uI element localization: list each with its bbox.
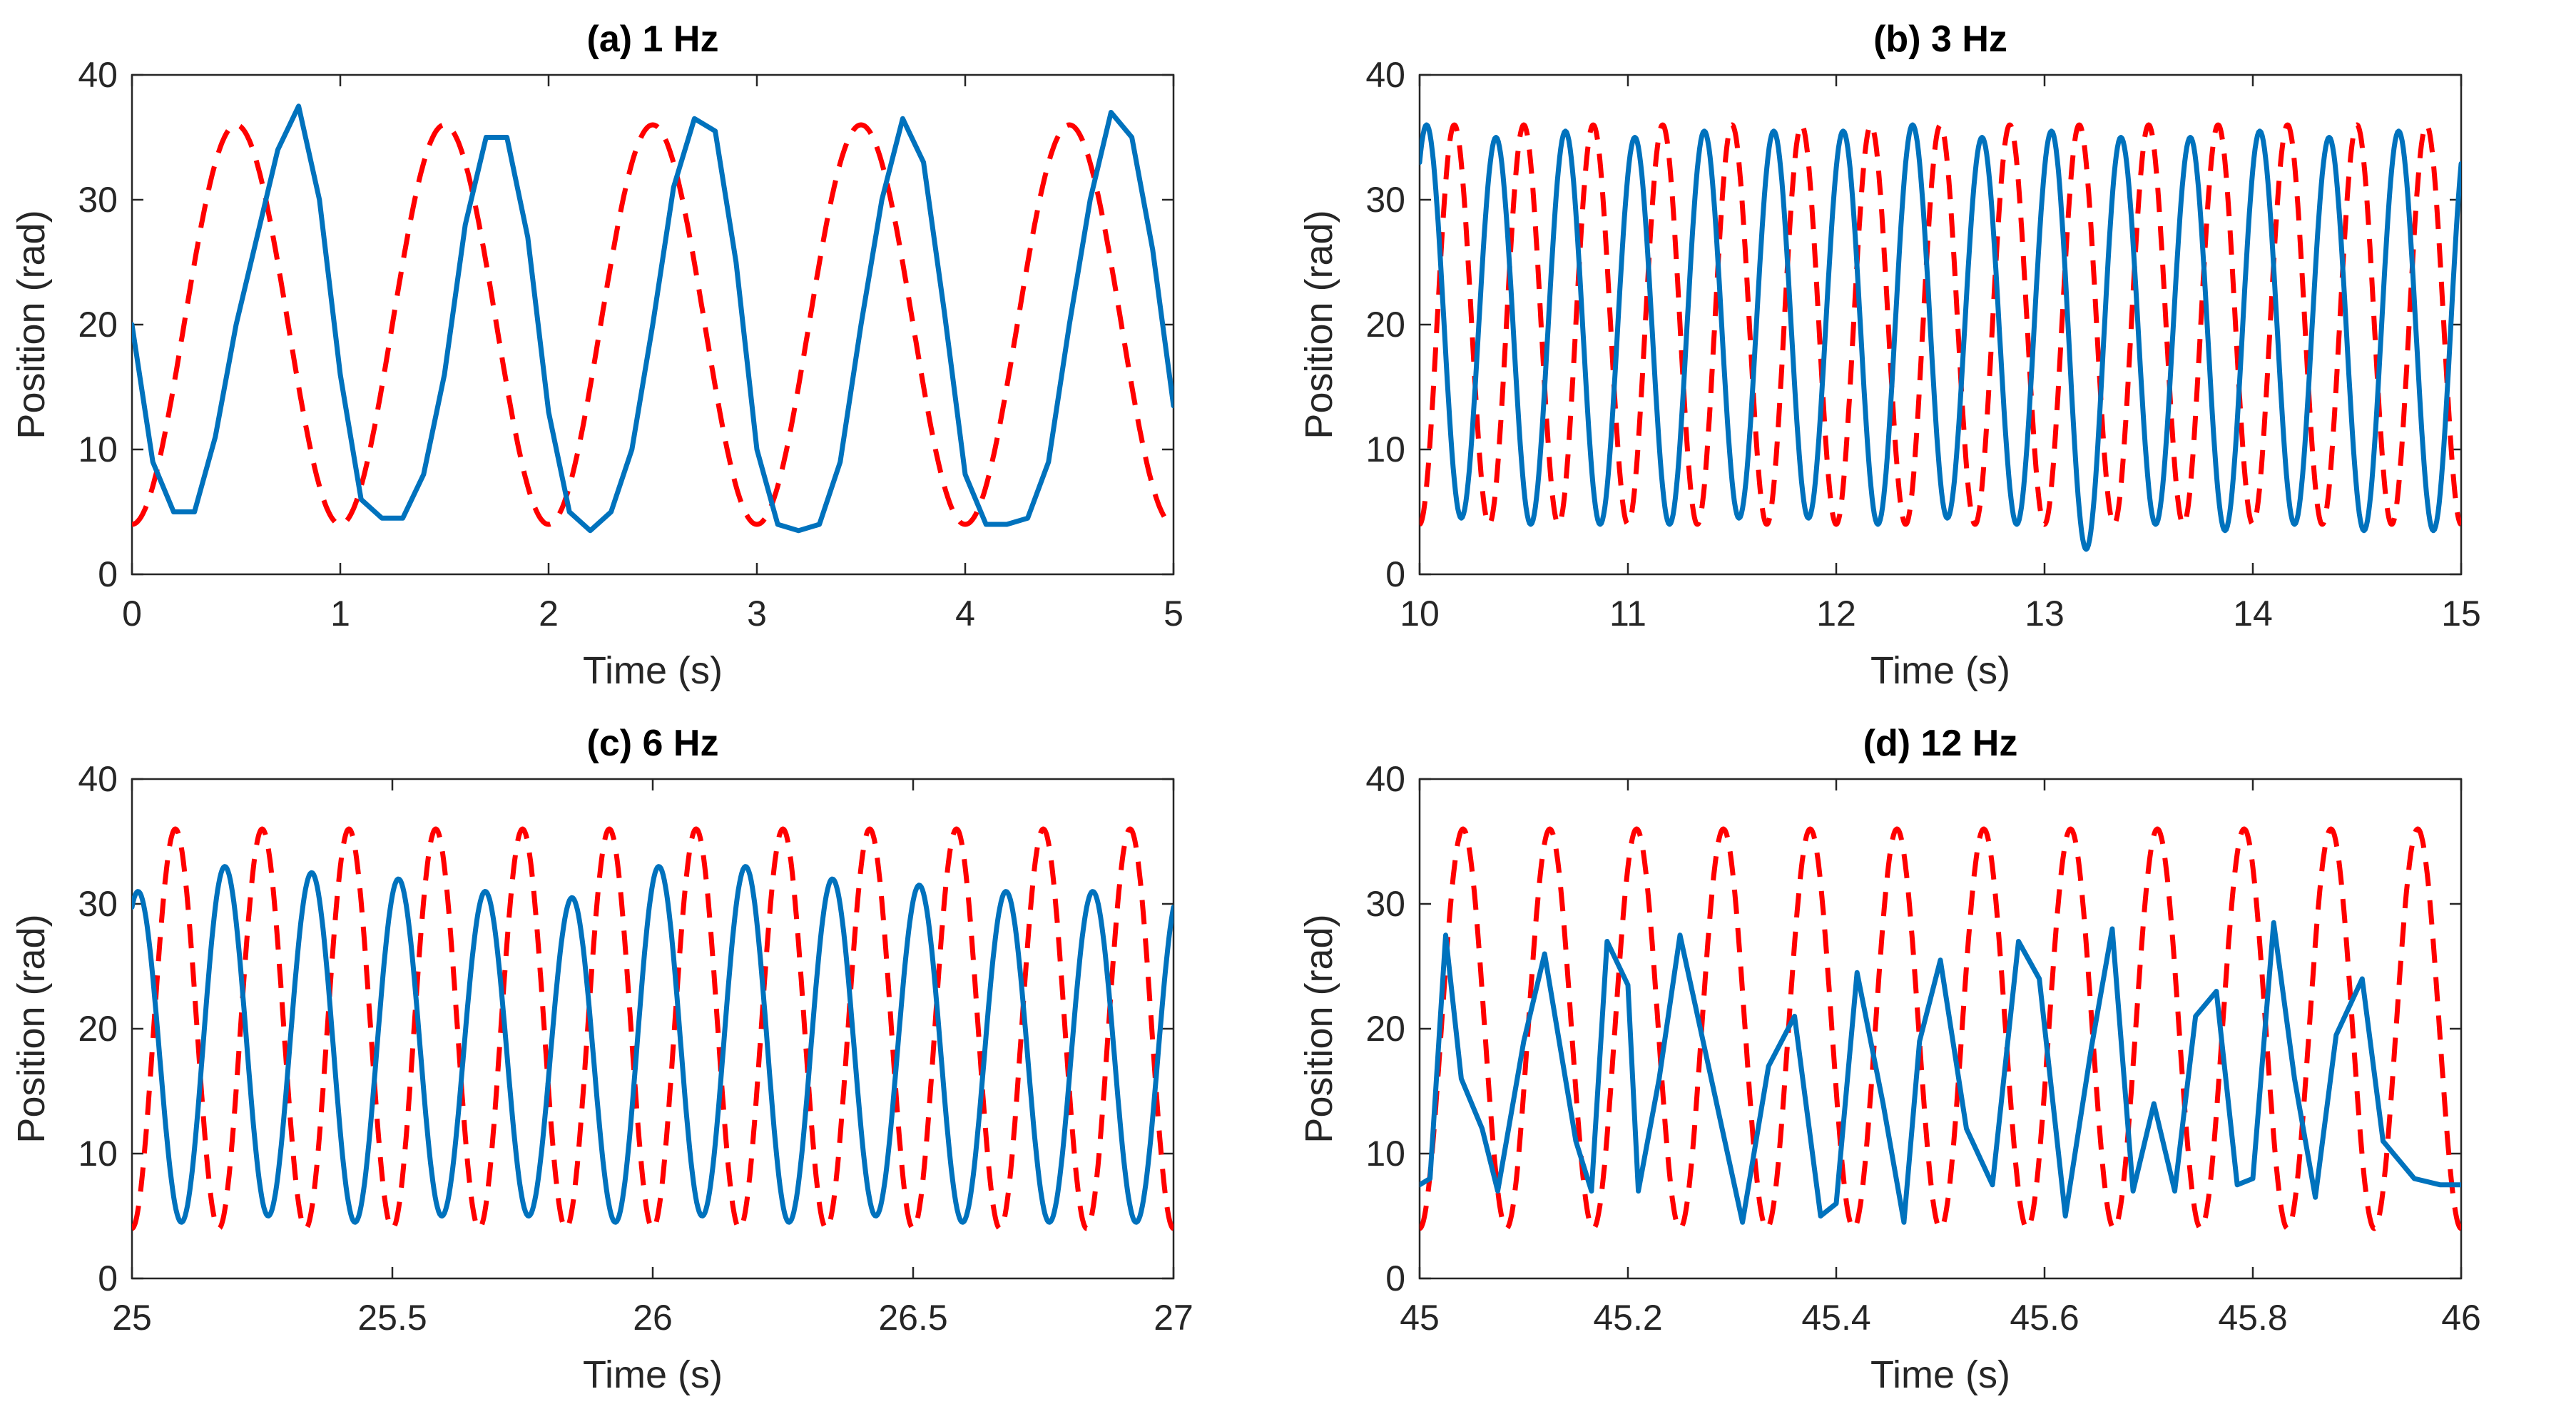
x-tick-label: 10 [1400, 594, 1440, 634]
chart-title-d: (d) 12 Hz [1863, 723, 2018, 764]
measured-line-b [1420, 122, 2461, 552]
y-tick-label: 10 [78, 429, 118, 469]
reference-line-b [1420, 122, 2461, 527]
y-tick-label: 30 [1365, 180, 1405, 220]
x-tick-label: 45.8 [2218, 1298, 2287, 1338]
x-tick-label: 5 [1164, 594, 1183, 634]
y-tick-label: 0 [1385, 1258, 1405, 1298]
series-group-d [1420, 826, 2461, 1231]
x-axis-label: Time (s) [1870, 649, 2010, 692]
y-tick-label: 40 [78, 55, 118, 95]
y-tick-label: 20 [1365, 1009, 1405, 1049]
x-tick-label: 0 [122, 594, 142, 634]
series-group-a [132, 103, 1174, 534]
plot-area-c [131, 778, 1175, 1280]
y-tick-label: 30 [78, 884, 118, 924]
panel-b: (b) 3 Hz 10 11 12 13 14 15 0 10 20 30 40 Time (s) Pos… [1288, 0, 2575, 704]
x-tick-label: 45.6 [2010, 1298, 2079, 1338]
panel-d: (d) 12 Hz 45 45.2 45.4 45.6 45.8 46 0 10 20 30 40 Ti… [1288, 704, 2575, 1408]
x-tick-label: 26 [633, 1298, 673, 1338]
y-tick-label: 40 [78, 759, 118, 799]
x-tick-label: 14 [2233, 594, 2273, 634]
x-tick-label: 46 [2441, 1298, 2481, 1338]
x-tick-label: 11 [1609, 594, 1646, 634]
x-tick-label: 27 [1154, 1298, 1193, 1338]
y-tick-label: 40 [1365, 759, 1405, 799]
chart-title-c: (c) 6 Hz [587, 723, 719, 764]
y-tick-label: 30 [1365, 884, 1405, 924]
y-axis-label: Position (rad) [10, 210, 53, 439]
y-tick-label: 30 [78, 180, 118, 220]
y-tick-label: 10 [78, 1134, 118, 1174]
x-tick-label: 12 [1816, 594, 1856, 634]
x-tick-label: 45.2 [1593, 1298, 1662, 1338]
measured-line-a [132, 103, 1174, 534]
measured-line-c [132, 864, 1174, 1225]
y-axis-label: Position (rad) [1298, 914, 1340, 1143]
x-tick-label: 2 [539, 594, 559, 634]
series-group-c [132, 826, 1174, 1231]
x-tick-label: 1 [330, 594, 350, 634]
y-tick-label: 0 [1385, 554, 1405, 594]
y-axis-label: Position (rad) [10, 914, 53, 1143]
x-tick-label: 45.4 [1801, 1298, 1870, 1338]
x-axis-label: Time (s) [583, 1353, 723, 1396]
chart-c: (c) 6 Hz 25 25.5 26 26.5 27 0 10 20 30 40 Time (s) P… [10, 723, 1193, 1396]
x-tick-label: 26.5 [878, 1298, 947, 1338]
plot-area-d [1418, 778, 2463, 1280]
x-tick-label: 25 [112, 1298, 152, 1338]
y-axis-label: Position (rad) [1298, 210, 1340, 439]
panel-c: (c) 6 Hz 25 25.5 26 26.5 27 0 10 20 30 40 Time (s) P… [0, 704, 1288, 1408]
panel-a: (a) 1 Hz 0 1 2 3 4 5 0 10 20 30 40 Time (s) Position … [0, 0, 1288, 704]
y-tick-label: 20 [1365, 305, 1405, 345]
y-tick-label: 10 [1365, 1134, 1405, 1174]
measured-line-d [1420, 920, 2461, 1225]
x-tick-label: 25.5 [357, 1298, 427, 1338]
y-tick-label: 20 [78, 1009, 118, 1049]
chart-a: (a) 1 Hz 0 1 2 3 4 5 0 10 20 30 40 Time (s) Position … [10, 19, 1183, 692]
y-tick-label: 10 [1365, 429, 1405, 469]
x-axis-label: Time (s) [583, 649, 723, 692]
series-group-b [1420, 122, 2461, 552]
y-tick-label: 0 [98, 554, 118, 594]
x-tick-label: 3 [747, 594, 767, 634]
y-tick-label: 40 [1365, 55, 1405, 95]
chart-title-b: (b) 3 Hz [1873, 19, 2007, 60]
x-tick-label: 15 [2441, 594, 2481, 634]
y-tick-label: 0 [98, 1258, 118, 1298]
chart-d: (d) 12 Hz 45 45.2 45.4 45.6 45.8 46 0 10 20 30 40 Ti… [1298, 723, 2481, 1396]
chart-title-a: (a) 1 Hz [587, 19, 719, 60]
x-tick-label: 13 [2025, 594, 2065, 634]
y-tick-label: 20 [78, 305, 118, 345]
x-tick-label: 4 [955, 594, 975, 634]
x-axis-label: Time (s) [1870, 1353, 2010, 1396]
reference-line-a [132, 122, 1174, 527]
x-tick-label: 45 [1400, 1298, 1440, 1338]
